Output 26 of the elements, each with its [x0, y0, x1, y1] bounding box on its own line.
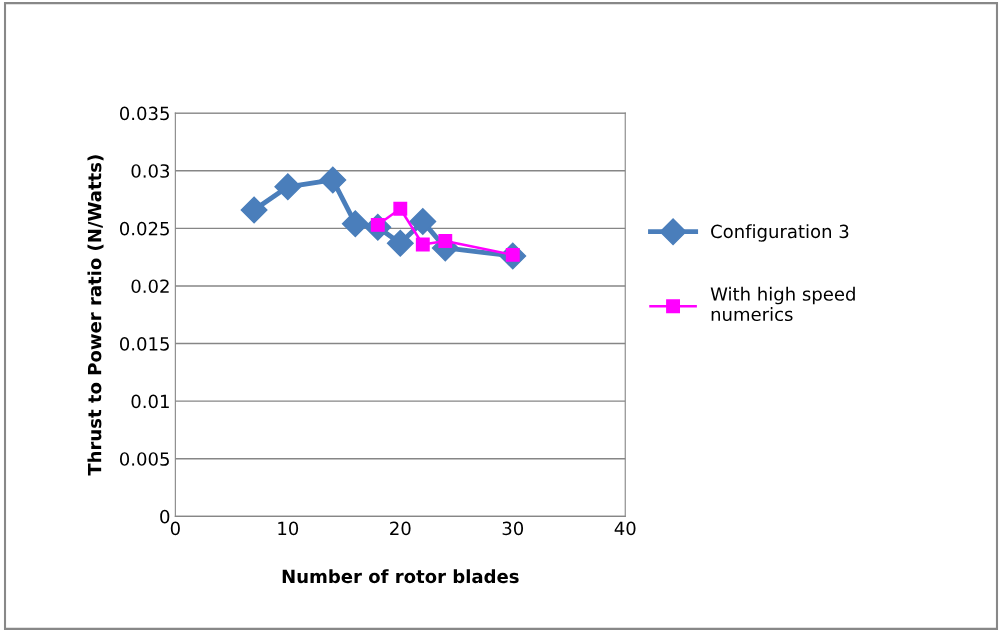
x-tick-label: 10 — [278, 521, 299, 536]
point — [386, 229, 414, 257]
point — [274, 173, 302, 201]
x-tick-label: 0 — [170, 521, 180, 536]
x-tick-label: 30 — [502, 521, 524, 536]
point — [409, 207, 437, 235]
x-tick-label: 40 — [614, 521, 636, 536]
y-tick-label: 0.01 — [131, 394, 169, 409]
point — [393, 201, 408, 216]
y-axis-title: Thrust to Power ratio (N/Watts) — [87, 155, 104, 476]
y-tick-label: 0.005 — [119, 452, 169, 466]
legend-label: With high speed numerics — [710, 286, 855, 322]
x-axis-title: Number of rotor blades — [282, 569, 519, 584]
x-tick-label: 20 — [390, 521, 411, 536]
y-tick-label: 0.015 — [119, 337, 169, 351]
legend-label: Configuration 3 — [711, 224, 849, 242]
point — [341, 210, 369, 238]
point — [415, 237, 430, 252]
point — [438, 234, 453, 248]
y-tick-label: 0.025 — [119, 221, 169, 236]
y-tick-label: 0 — [160, 509, 170, 524]
y-tick-label: 0.035 — [119, 106, 169, 121]
point — [240, 196, 268, 224]
y-tick-label: 0.02 — [131, 279, 169, 294]
y-tick-label: 0.03 — [131, 164, 170, 178]
point — [319, 166, 347, 194]
